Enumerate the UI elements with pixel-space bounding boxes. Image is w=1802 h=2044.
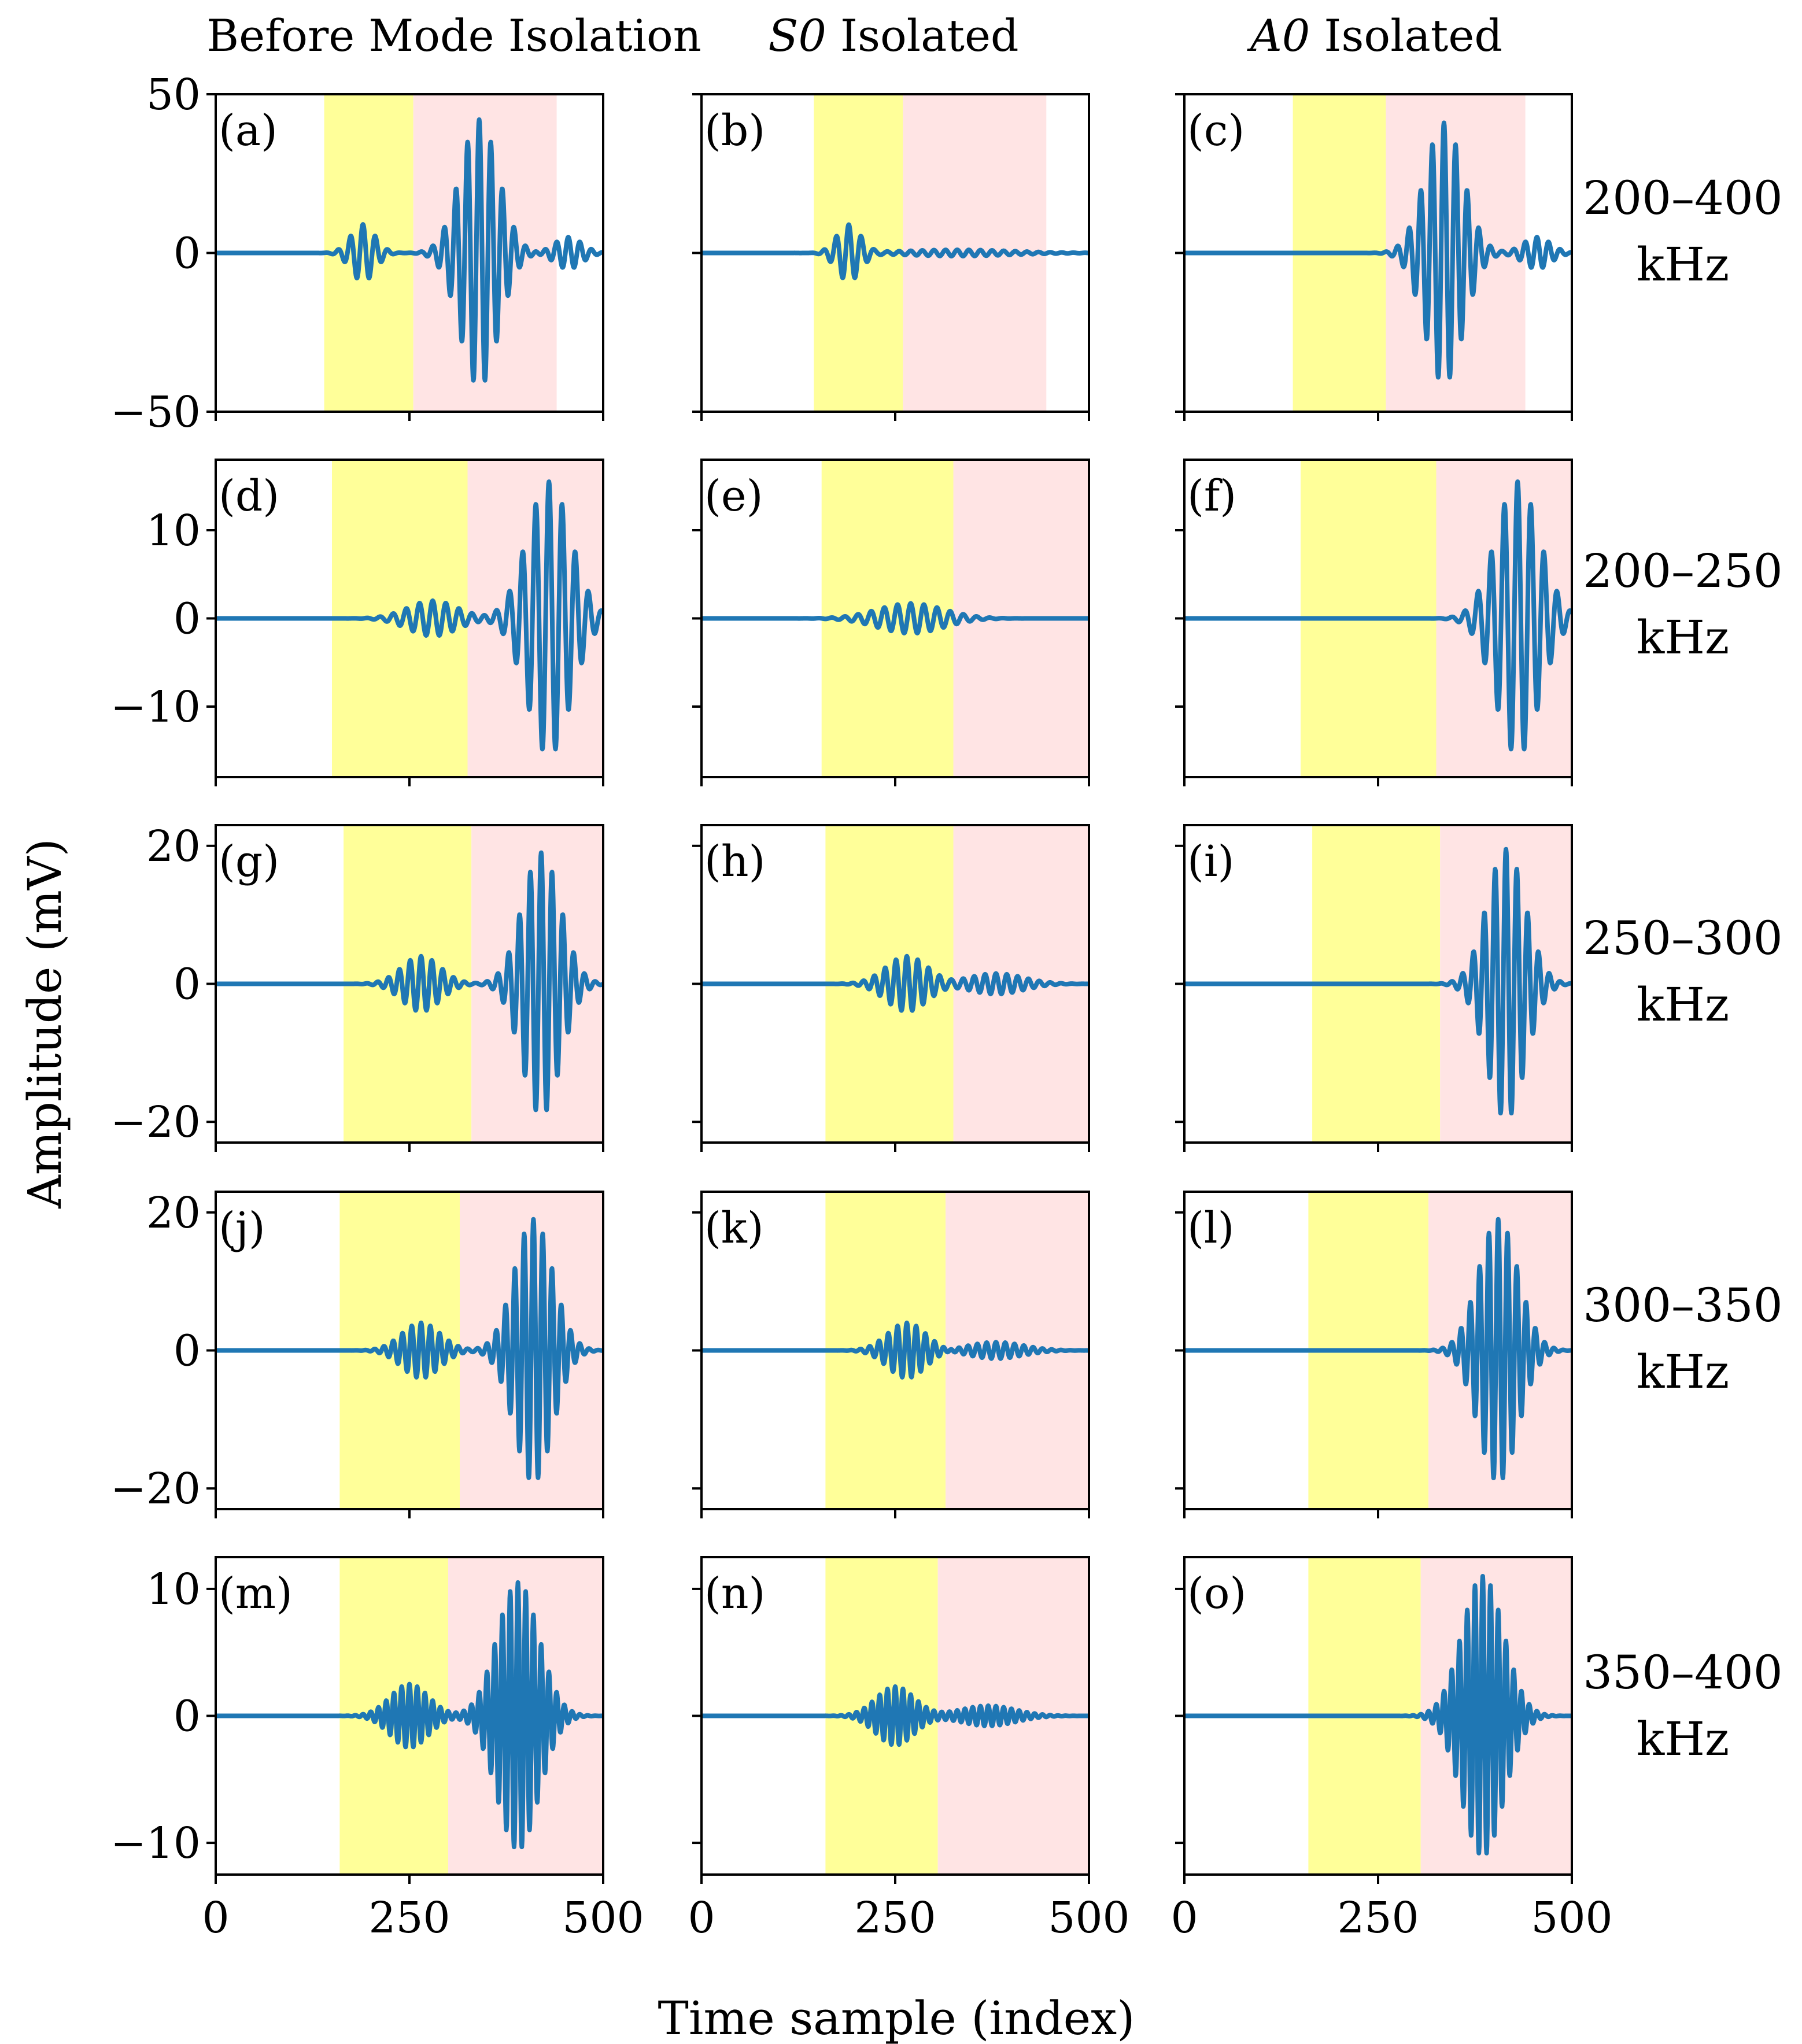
panel-d-label: (d) — [219, 471, 279, 521]
panel-e: (e) — [692, 459, 1090, 786]
panel-g: 20 0 −20 (g) — [110, 822, 604, 1152]
panel-m-xtick-label-2: 500 — [562, 1893, 644, 1943]
row-label-0-unit: kHz — [1637, 238, 1729, 291]
row-label-1-unit: kHz — [1637, 611, 1729, 664]
panel-j-ytick-label-2: −20 — [110, 1464, 201, 1514]
panel-d-signal-line — [216, 479, 603, 752]
panel-h: (h) — [692, 824, 1090, 1152]
panel-o-signal-line — [1184, 1573, 1572, 1856]
panel-c: (c) — [1175, 93, 1573, 421]
panel-m-ytick-label-2: −10 — [110, 1818, 201, 1868]
panel-o-xtick-label-1: 250 — [1337, 1893, 1419, 1943]
panel-m: 100−100 250 500(m) — [110, 1556, 644, 1943]
panel-c-signal-line — [1184, 120, 1572, 380]
panel-m-xtick-label-1: 250 — [368, 1893, 450, 1943]
column-title-1-text: Isolated — [826, 10, 1019, 61]
row-label-2-unit: kHz — [1637, 978, 1729, 1032]
panel-g-ytick-label-0: 20 — [146, 822, 201, 871]
panel-n: 0 250 500 (n) — [688, 1556, 1130, 1943]
panel-d-ytick-label-0: 10 — [146, 506, 201, 556]
column-title-2: A0 Isolated — [1247, 10, 1502, 61]
panel-b-label: (b) — [704, 106, 765, 156]
panel-a-signal-line — [216, 117, 603, 383]
panel-k-label: (k) — [704, 1203, 764, 1253]
panel-k-signal-line — [701, 1320, 1089, 1380]
panel-m-xtick-label-0: 0 — [202, 1893, 229, 1943]
column-title-2-text: Isolated — [1310, 10, 1502, 61]
panel-j-ytick-label-1: 0 — [173, 1326, 201, 1376]
column-title-1: S0 Isolated — [768, 10, 1018, 61]
panel-m-ytick-label-0: 10 — [146, 1565, 201, 1614]
panel-a-ytick-label-2: −50 — [110, 387, 201, 437]
panel-e-signal-line — [701, 601, 1089, 635]
panel-b-signal-line — [701, 222, 1089, 280]
panel-o: 0 250 500 (o) — [1170, 1556, 1613, 1943]
row-label-3-band: 300–350 — [1583, 1278, 1782, 1332]
row-label-1-band: 200–250 — [1583, 544, 1782, 598]
panel-g-label: (g) — [219, 837, 279, 886]
row-label-2-band: 250–300 — [1583, 911, 1782, 965]
y-axis-label: Amplitude (mV) — [18, 838, 72, 1209]
row-labels: 200–400 kHz 200–250 kHz 250–300 kHz 300–… — [1583, 171, 1782, 1766]
panel-j-label: (j) — [219, 1203, 265, 1253]
row-label-0-band: 200–400 — [1583, 171, 1782, 225]
row-label-4-unit: kHz — [1637, 1712, 1729, 1766]
panel-g-ytick-label-2: −20 — [110, 1097, 201, 1147]
panel-m-signal-line — [216, 1580, 603, 1850]
panel-c-label: (c) — [1187, 106, 1245, 156]
panel-g-ytick-label-1: 0 — [173, 960, 201, 1010]
panel-f-signal-line — [1184, 479, 1572, 752]
panel-n-signal-line — [701, 1684, 1089, 1747]
panel-n-xtick-label-0: 0 — [688, 1893, 715, 1943]
panel-k: (k) — [692, 1191, 1090, 1518]
panel-m-ytick-label-1: 0 — [173, 1692, 201, 1742]
panel-i-signal-line — [1184, 847, 1572, 1116]
panel-h-label: (h) — [704, 837, 765, 886]
panel-o-xtick-label-2: 500 — [1531, 1893, 1612, 1943]
panel-j-ytick-label-0: 20 — [146, 1188, 201, 1238]
panel-d-ytick-label-1: 0 — [173, 594, 201, 644]
row-label-3-unit: kHz — [1637, 1345, 1729, 1399]
column-title-0-text: Before Mode Isolation — [206, 10, 701, 61]
panel-b: (b) — [692, 93, 1090, 421]
row-label-4-band: 350–400 — [1583, 1646, 1782, 1699]
panel-e-label: (e) — [704, 471, 763, 521]
panel-g-signal-line — [216, 850, 603, 1112]
panel-d-ytick-label-2: −10 — [110, 682, 201, 732]
x-axis-label: Time sample (index) — [658, 1991, 1135, 2044]
panels: 500−50(a) (b) (c)100−10(d) (e) (f)200−20(g)(… — [110, 70, 1613, 1943]
panel-l-label: (l) — [1187, 1203, 1234, 1253]
panel-m-label: (m) — [219, 1569, 293, 1618]
panel-o-xtick-label-0: 0 — [1170, 1893, 1198, 1943]
panel-j: 20 0 −20 (j) — [110, 1188, 604, 1518]
panel-n-xtick-label-1: 250 — [854, 1893, 936, 1943]
panel-f: (f) — [1175, 459, 1573, 786]
panel-n-label: (n) — [704, 1569, 765, 1618]
column-title-1-mode: S0 — [768, 10, 826, 61]
panel-i-label: (i) — [1187, 837, 1234, 886]
panel-h-signal-line — [701, 953, 1089, 1013]
column-title-0: Before Mode Isolation — [206, 10, 701, 61]
column-titles: Before Mode Isolation S0 Isolated A0 Iso… — [206, 10, 1502, 61]
panel-a-label: (a) — [219, 106, 278, 156]
panel-j-signal-line — [216, 1217, 603, 1480]
panel-a-ytick-label-1: 0 — [173, 229, 201, 279]
panel-l-signal-line — [1184, 1217, 1572, 1481]
panel-f-label: (f) — [1187, 471, 1236, 521]
panel-o-label: (o) — [1187, 1569, 1246, 1618]
panel-d: 10 0 −10 (d) — [110, 459, 604, 786]
column-title-2-mode: A0 — [1247, 10, 1310, 61]
panel-n-xtick-label-2: 500 — [1048, 1893, 1129, 1943]
panel-a-ytick-label-0: 50 — [146, 70, 201, 120]
panel-i: (i) — [1175, 824, 1573, 1152]
panel-a: 50 0 −50 (a) — [110, 70, 604, 437]
panel-l: (l) — [1175, 1191, 1573, 1518]
